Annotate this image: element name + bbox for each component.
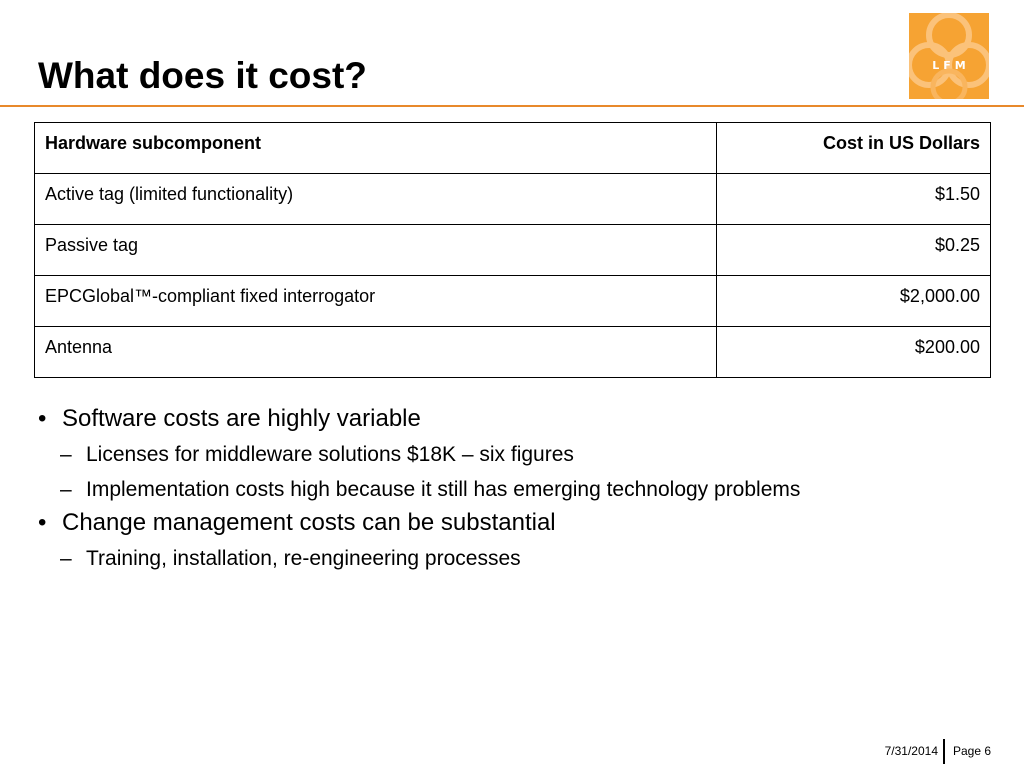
table-header-cell: Hardware subcomponent bbox=[34, 122, 717, 174]
table-cell: $1.50 bbox=[716, 173, 991, 225]
table-cell: Antenna bbox=[34, 326, 717, 378]
slide-title: What does it cost? bbox=[38, 55, 367, 96]
sub-bullet-marker: – bbox=[60, 547, 72, 570]
table-row: EPCGlobal™-compliant fixed interrogator … bbox=[34, 275, 991, 327]
table-header-row: Hardware subcomponent Cost in US Dollars bbox=[34, 122, 991, 174]
bullet-item: • Software costs are highly variable bbox=[38, 404, 998, 434]
footer-date: 7/31/2014 bbox=[884, 744, 938, 758]
sub-bullet-marker: – bbox=[60, 443, 72, 466]
logo-text: LFM bbox=[932, 59, 970, 72]
sub-bullet-marker: – bbox=[60, 478, 72, 501]
lfm-logo-graphic bbox=[909, 13, 989, 99]
footer-divider bbox=[943, 739, 945, 764]
hardware-cost-table: Hardware subcomponent Cost in US Dollars… bbox=[34, 122, 991, 378]
table-cell: Passive tag bbox=[34, 224, 717, 276]
bullet-text: Software costs are highly variable bbox=[62, 405, 421, 432]
sub-bullet-item: – Implementation costs high because it s… bbox=[38, 476, 998, 504]
table-cell: $0.25 bbox=[716, 224, 991, 276]
bullet-marker: • bbox=[38, 405, 47, 432]
sub-bullet-item: – Training, installation, re-engineering… bbox=[38, 545, 998, 573]
bullet-text: Change management costs can be substanti… bbox=[62, 509, 556, 536]
table-row: Antenna $200.00 bbox=[34, 326, 991, 378]
bullet-item: • Change management costs can be substan… bbox=[38, 508, 998, 538]
bullet-marker: • bbox=[38, 509, 47, 536]
lfm-logo-icon: LFM bbox=[909, 13, 989, 99]
bullet-list: • Software costs are highly variable – L… bbox=[38, 400, 998, 573]
table-cell: $2,000.00 bbox=[716, 275, 991, 327]
sub-bullet-text: Implementation costs high because it sti… bbox=[86, 478, 801, 501]
sub-bullet-text: Licenses for middleware solutions $18K –… bbox=[86, 443, 574, 466]
title-divider bbox=[0, 105, 1024, 107]
table-cell: Active tag (limited functionality) bbox=[34, 173, 717, 225]
table-header-cell: Cost in US Dollars bbox=[716, 122, 991, 174]
sub-bullet-item: – Licenses for middleware solutions $18K… bbox=[38, 441, 998, 469]
table-cell: EPCGlobal™-compliant fixed interrogator bbox=[34, 275, 717, 327]
table-row: Active tag (limited functionality) $1.50 bbox=[34, 173, 991, 225]
table-cell: $200.00 bbox=[716, 326, 991, 378]
footer-page-number: Page 6 bbox=[953, 744, 992, 758]
table-row: Passive tag $0.25 bbox=[34, 224, 991, 276]
sub-bullet-text: Training, installation, re-engineering p… bbox=[86, 547, 521, 570]
